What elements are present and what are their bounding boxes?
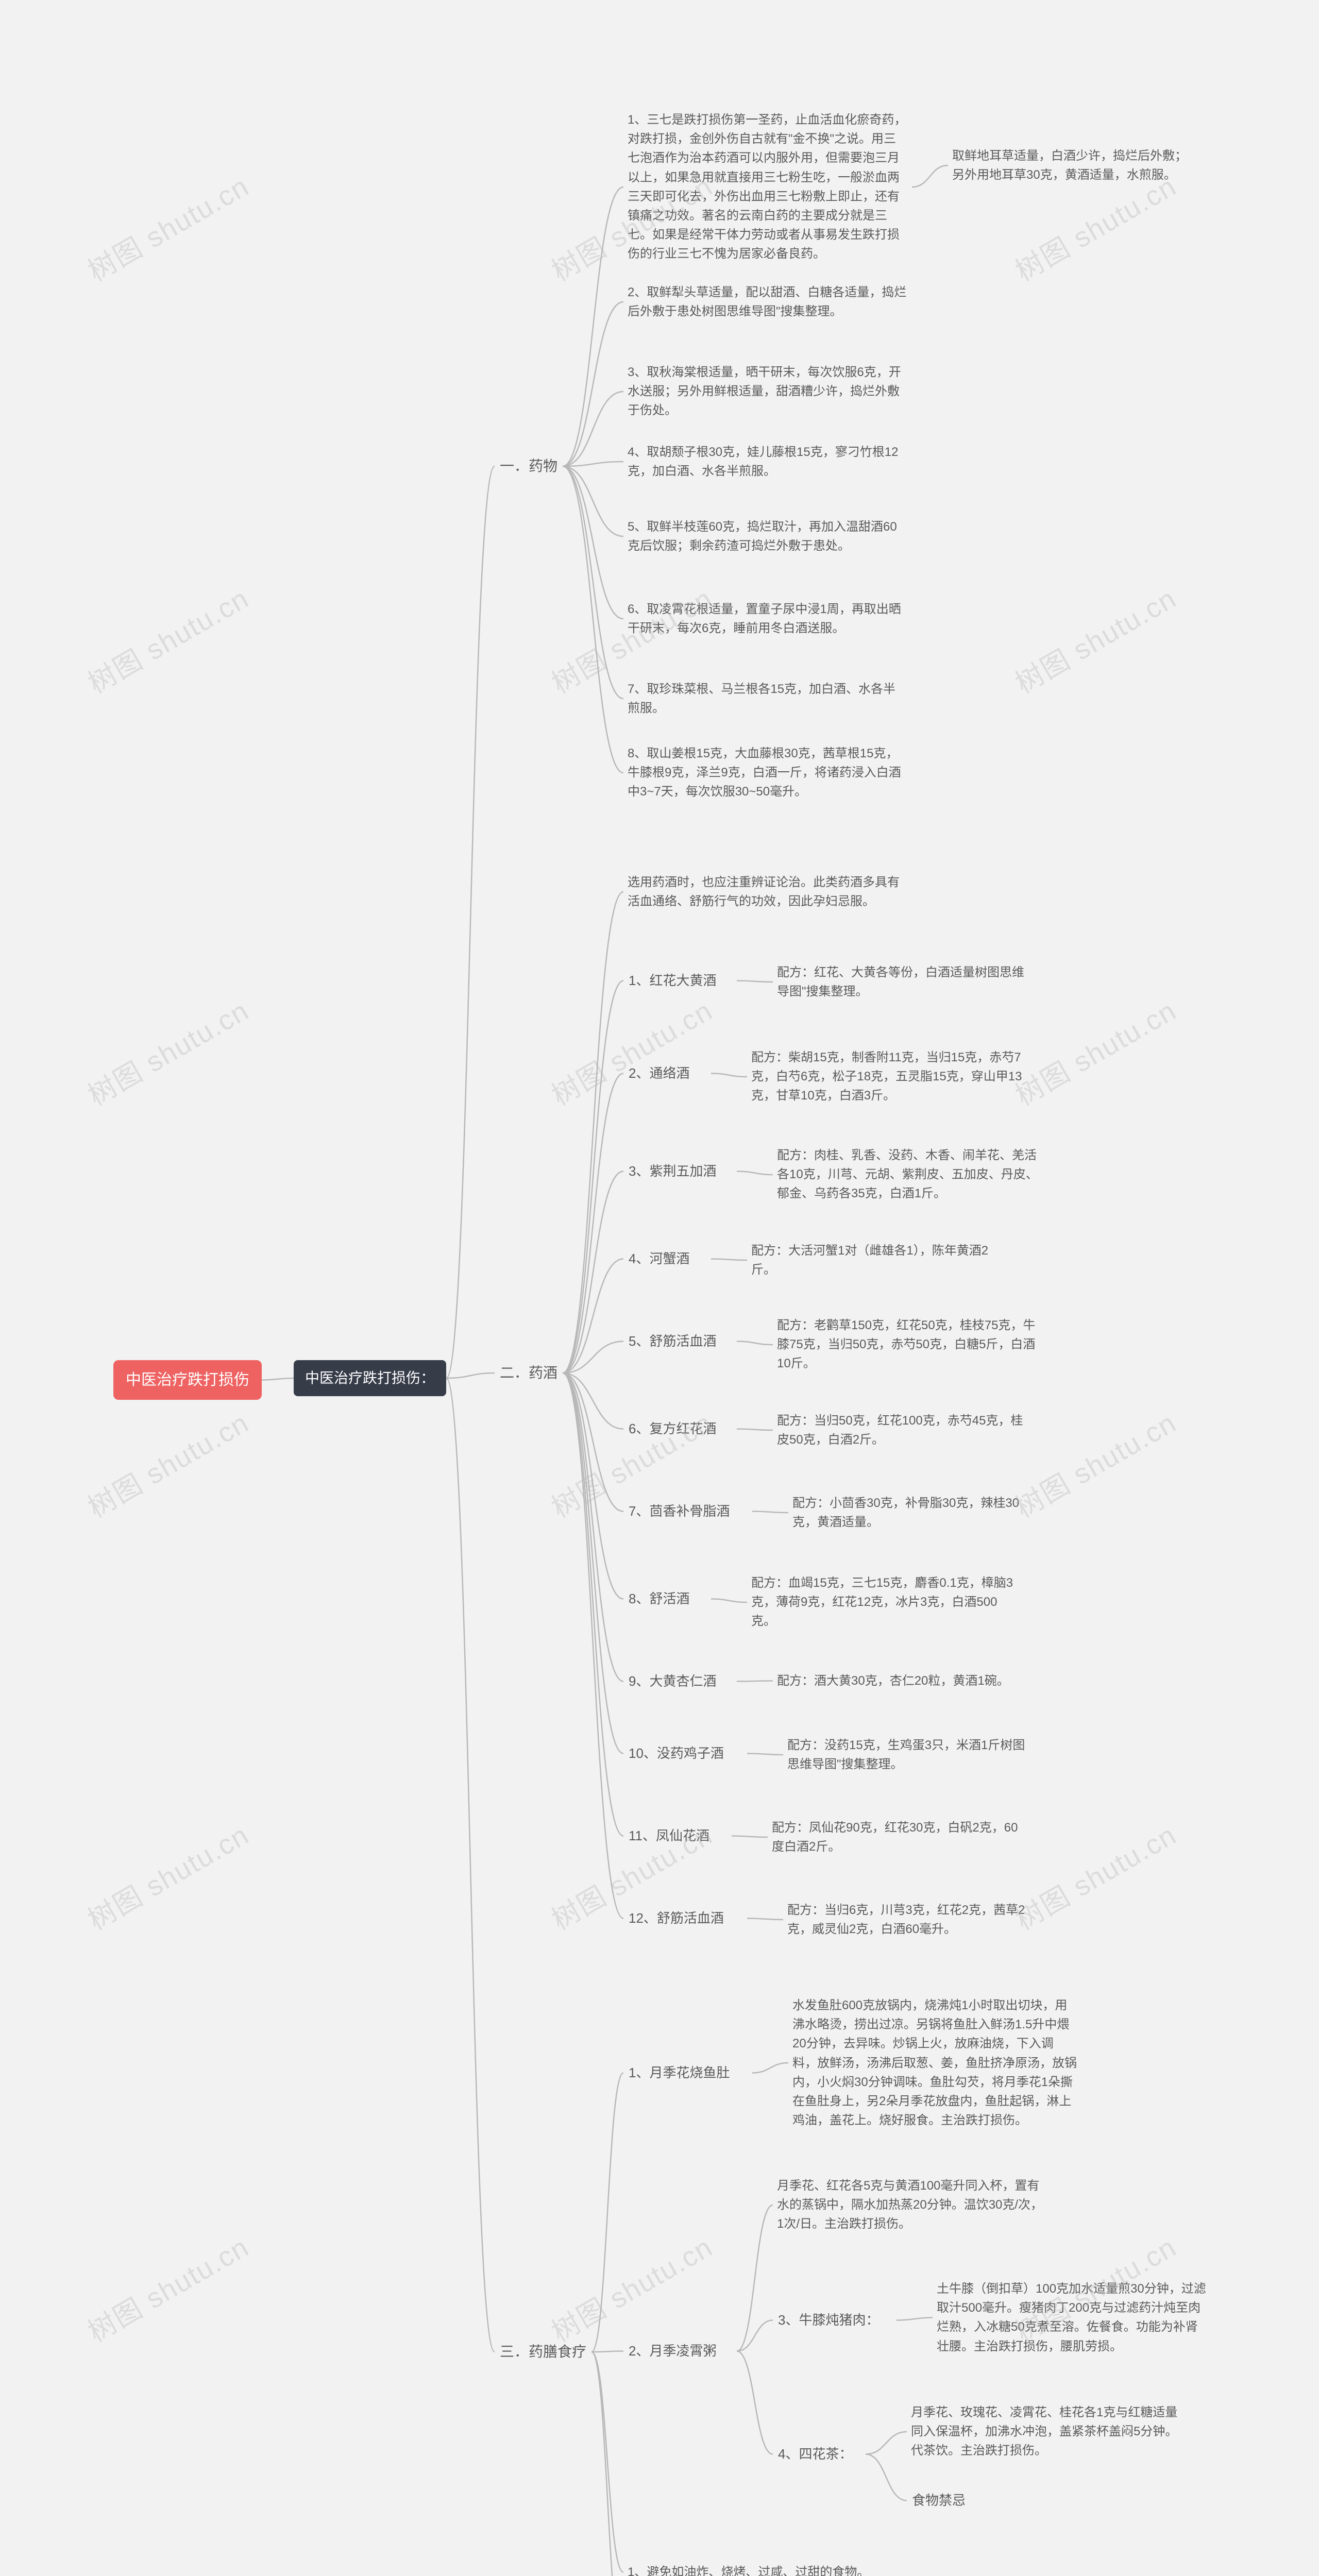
mindmap-node[interactable]: 土牛膝（倒扣草）100克加水适量煎30分钟，过滤取汁500毫升。瘦猪肉丁200克…	[933, 2277, 1211, 2358]
mindmap-node[interactable]: 2、通络酒	[623, 1061, 711, 1086]
mindmap-node[interactable]: 1、红花大黄酒	[623, 969, 737, 993]
mindmap-node[interactable]: 配方：凤仙花90克，红花30克，白矾2克，60度白酒2斤。	[768, 1816, 1025, 1858]
mindmap-node[interactable]: 3、取秋海棠根适量，晒干研末，每次饮服6克，开水送服；另外用鲜根适量，甜酒糟少许…	[623, 361, 912, 422]
mindmap-node[interactable]: 3、牛膝炖猪肉：	[773, 2308, 897, 2332]
mindmap-node[interactable]: 8、取山姜根15克，大血藤根30克，茜草根15克，牛膝根9克，泽兰9克，白酒一斤…	[623, 742, 912, 804]
mindmap-node[interactable]: 配方：血竭15克，三七15克，麝香0.1克，樟脑3克，薄荷9克，红花12克，冰片…	[747, 1571, 1025, 1633]
mindmap-node[interactable]: 配方：没药15克，生鸡蛋3只，米酒1斤树图思维导图"搜集整理。	[783, 1734, 1041, 1776]
mindmap-node[interactable]: 配方：柴胡15克，制香附11克，当归15克，赤芍7克，白芍6克，松子18克，五灵…	[747, 1046, 1036, 1108]
mindmap-node[interactable]: 中医治疗跌打损伤	[113, 1360, 262, 1400]
mindmap-node[interactable]: 配方：当归50克，红花100克，赤芍45克，桂皮50克，白酒2斤。	[773, 1409, 1030, 1451]
mindmap-container: 中医治疗跌打损伤中医治疗跌打损伤： 一．药物二．药酒三．药膳食疗 1、三七是跌打损伤…	[0, 0, 1319, 2576]
mindmap-node[interactable]: 4、河蟹酒	[623, 1247, 711, 1271]
mindmap-node[interactable]: 3、紫荆五加酒	[623, 1159, 737, 1183]
mindmap-node[interactable]: 1、月季花烧鱼肚	[623, 2061, 752, 2085]
mindmap-node[interactable]: 配方：当归6克，川芎3克，红花2克，茜草2克，威灵仙2克，白酒60毫升。	[783, 1899, 1041, 1941]
mindmap-node[interactable]: 1、避免如油炸、烧烤、过咸、过甜的食物。	[623, 2561, 902, 2576]
mindmap-node[interactable]: 2、取鲜犁头草适量，配以甜酒、白糖各适量，捣烂后外敷于患处树图思维导图"搜集整理…	[623, 281, 912, 323]
mindmap-node[interactable]: 配方：老鹳草150克，红花50克，桂枝75克，牛膝75克，当归50克，赤芍50克…	[773, 1314, 1051, 1376]
mindmap-node[interactable]: 配方：红花、大黄各等份，白酒适量树图思维导图"搜集整理。	[773, 961, 1030, 1003]
mindmap-node[interactable]: 配方：酒大黄30克，杏仁20粒，黄酒1碗。	[773, 1669, 1030, 1692]
mindmap-node[interactable]: 水发鱼肚600克放锅内，烧沸炖1小时取出切块，用沸水略烫，捞出过凉。另锅将鱼肚入…	[788, 1994, 1082, 2132]
mindmap-node[interactable]: 6、取凌霄花根适量，置童子尿中浸1周，再取出晒干研末，每次6克，睡前用冬白酒送服…	[623, 598, 912, 640]
mindmap-node[interactable]: 中医治疗跌打损伤：	[294, 1360, 446, 1396]
mindmap-node[interactable]: 12、舒筋活血酒	[623, 1906, 747, 1930]
mindmap-node[interactable]: 5、舒筋活血酒	[623, 1329, 737, 1353]
mindmap-node[interactable]: 4、取胡颓子根30克，娃儿藤根15克，寥刁竹根12克，加白酒、水各半煎服。	[623, 440, 912, 483]
mindmap-node[interactable]: 配方：肉桂、乳香、没药、木香、闹羊花、羌活各10克，川芎、元胡、紫荆皮、五加皮、…	[773, 1144, 1051, 1206]
mindmap-node[interactable]: 8、舒活酒	[623, 1587, 711, 1611]
mindmap-node[interactable]: 月季花、玫瑰花、凌霄花、桂花各1克与红糖适量同入保温杯，加沸水冲泡，盖紧茶杯盖闷…	[907, 2401, 1185, 2463]
mindmap-node[interactable]: 2、月季凌霄粥	[623, 2339, 737, 2363]
mindmap-node[interactable]: 10、没药鸡子酒	[623, 1741, 747, 1766]
mindmap-node[interactable]: 7、取珍珠菜根、马兰根各15克，加白酒、水各半煎服。	[623, 677, 912, 720]
mindmap-node[interactable]: 7、茴香补骨脂酒	[623, 1499, 752, 1523]
mindmap-node[interactable]: 1、三七是跌打损伤第一圣药，止血活血化瘀奇药，对跌打损，金创外伤自古就有"金不换…	[623, 108, 912, 266]
mindmap-node[interactable]: 一．药物	[495, 453, 563, 479]
mindmap-node[interactable]: 6、复方红花酒	[623, 1417, 737, 1441]
mindmap-node[interactable]: 配方：大活河蟹1对（雌雄各1），陈年黄酒2斤。	[747, 1239, 1005, 1281]
mindmap-node[interactable]: 4、四花茶：	[773, 2442, 866, 2466]
mindmap-node[interactable]: 5、取鲜半枝莲60克，捣烂取汁，再加入温甜酒60克后饮服；剩余药渣可捣烂外敷于患…	[623, 515, 912, 557]
mindmap-node[interactable]: 配方：小茴香30克，补骨脂30克，辣桂30克，黄酒适量。	[788, 1492, 1036, 1534]
mindmap-node[interactable]: 月季花、红花各5克与黄酒100毫升同入杯，置有水的蒸锅中，隔水加热蒸20分钟。温…	[773, 2174, 1051, 2236]
mindmap-node[interactable]: 取鲜地耳草适量，白酒少许，捣烂后外敷；另外用地耳草30克，黄酒适量，水煎服。	[948, 144, 1195, 187]
mindmap-node[interactable]: 9、大黄杏仁酒	[623, 1669, 737, 1693]
mindmap-node[interactable]: 11、凤仙花酒	[623, 1824, 732, 1848]
mindmap-node[interactable]: 二．药酒	[495, 1360, 563, 1386]
mindmap-node[interactable]: 食物禁忌	[907, 2488, 1010, 2513]
mindmap-node[interactable]: 选用药酒时，也应注重辨证论治。此类药酒多具有活血通络、舒筋行气的功效，因此孕妇忌…	[623, 871, 912, 913]
mindmap-node[interactable]: 三．药膳食疗	[495, 2339, 591, 2365]
